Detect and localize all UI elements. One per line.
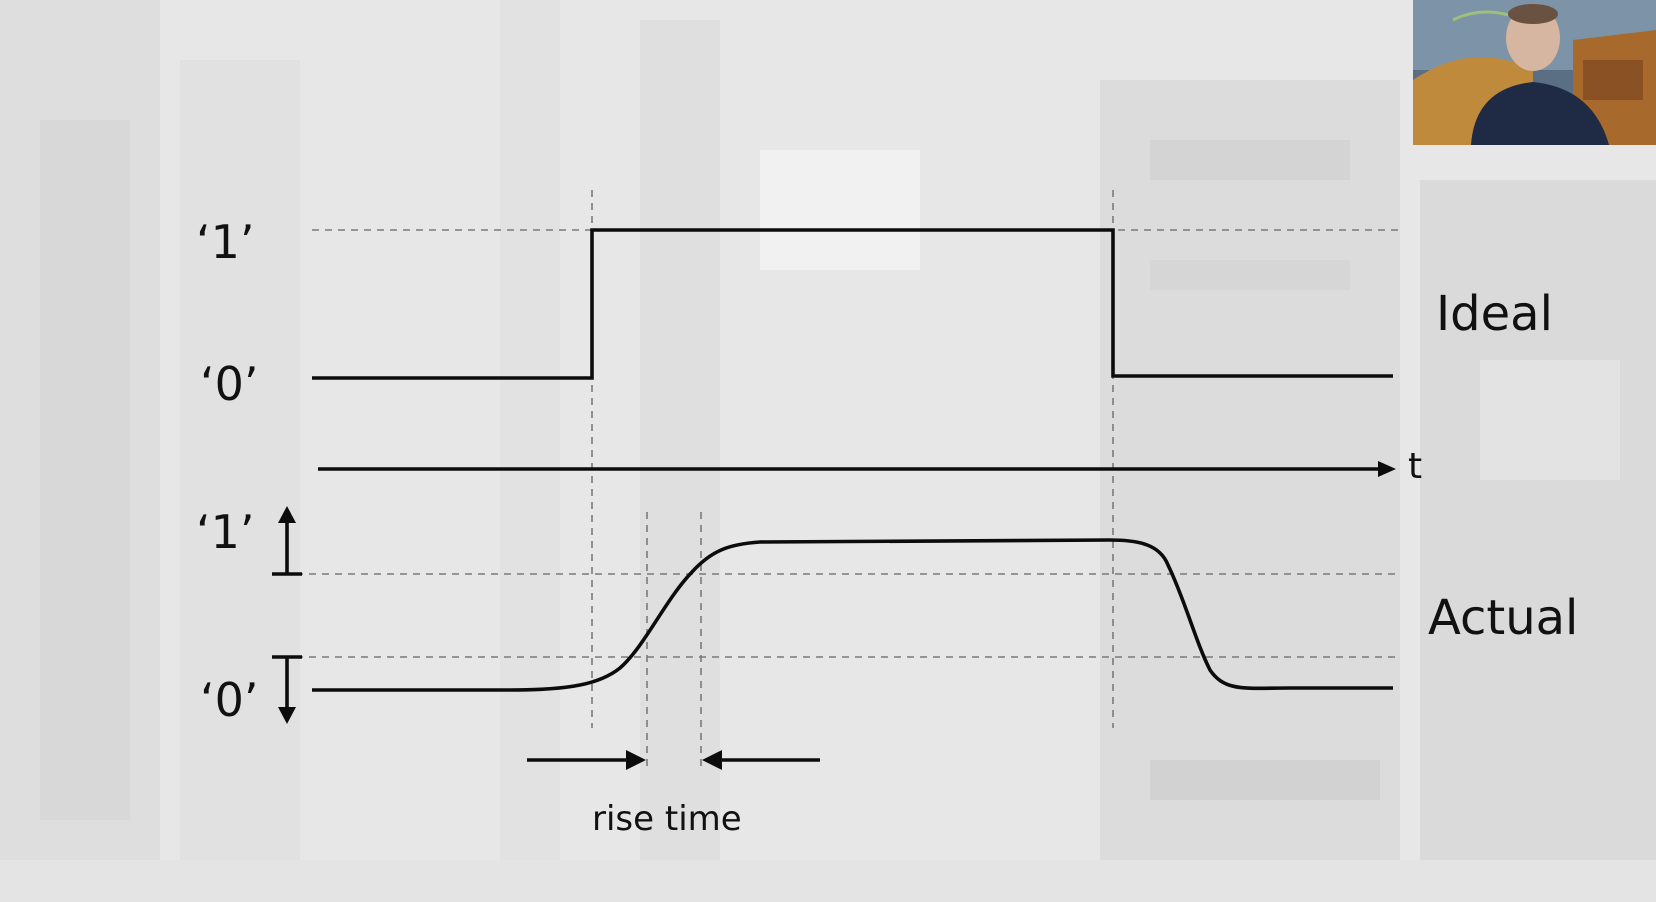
rise-time-label: rise time xyxy=(592,799,742,839)
ideal-high-label: ‘1’ xyxy=(196,215,255,269)
actual-high-label: ‘1’ xyxy=(196,505,255,559)
high-range-arrowhead xyxy=(278,506,296,523)
actual-low-label: ‘0’ xyxy=(200,673,259,727)
actual-signal xyxy=(312,538,1393,692)
presenter-webcam xyxy=(1413,0,1656,145)
ideal-signal xyxy=(312,228,1393,380)
actual-label: Actual xyxy=(1428,590,1578,646)
ideal-low-label: ‘0’ xyxy=(200,357,259,411)
time-axis-label: t xyxy=(1408,446,1422,487)
presenter-video-frame xyxy=(1413,0,1656,145)
rise-time-left-arrowhead xyxy=(626,750,646,770)
low-range-arrowhead xyxy=(278,707,296,724)
time-axis-arrowhead xyxy=(1378,461,1396,477)
ideal-label: Ideal xyxy=(1436,286,1553,342)
rise-time-right-arrowhead xyxy=(702,750,722,770)
